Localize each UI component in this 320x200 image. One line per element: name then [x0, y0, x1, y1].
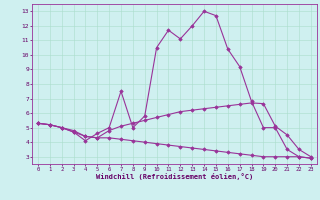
X-axis label: Windchill (Refroidissement éolien,°C): Windchill (Refroidissement éolien,°C) [96, 173, 253, 180]
